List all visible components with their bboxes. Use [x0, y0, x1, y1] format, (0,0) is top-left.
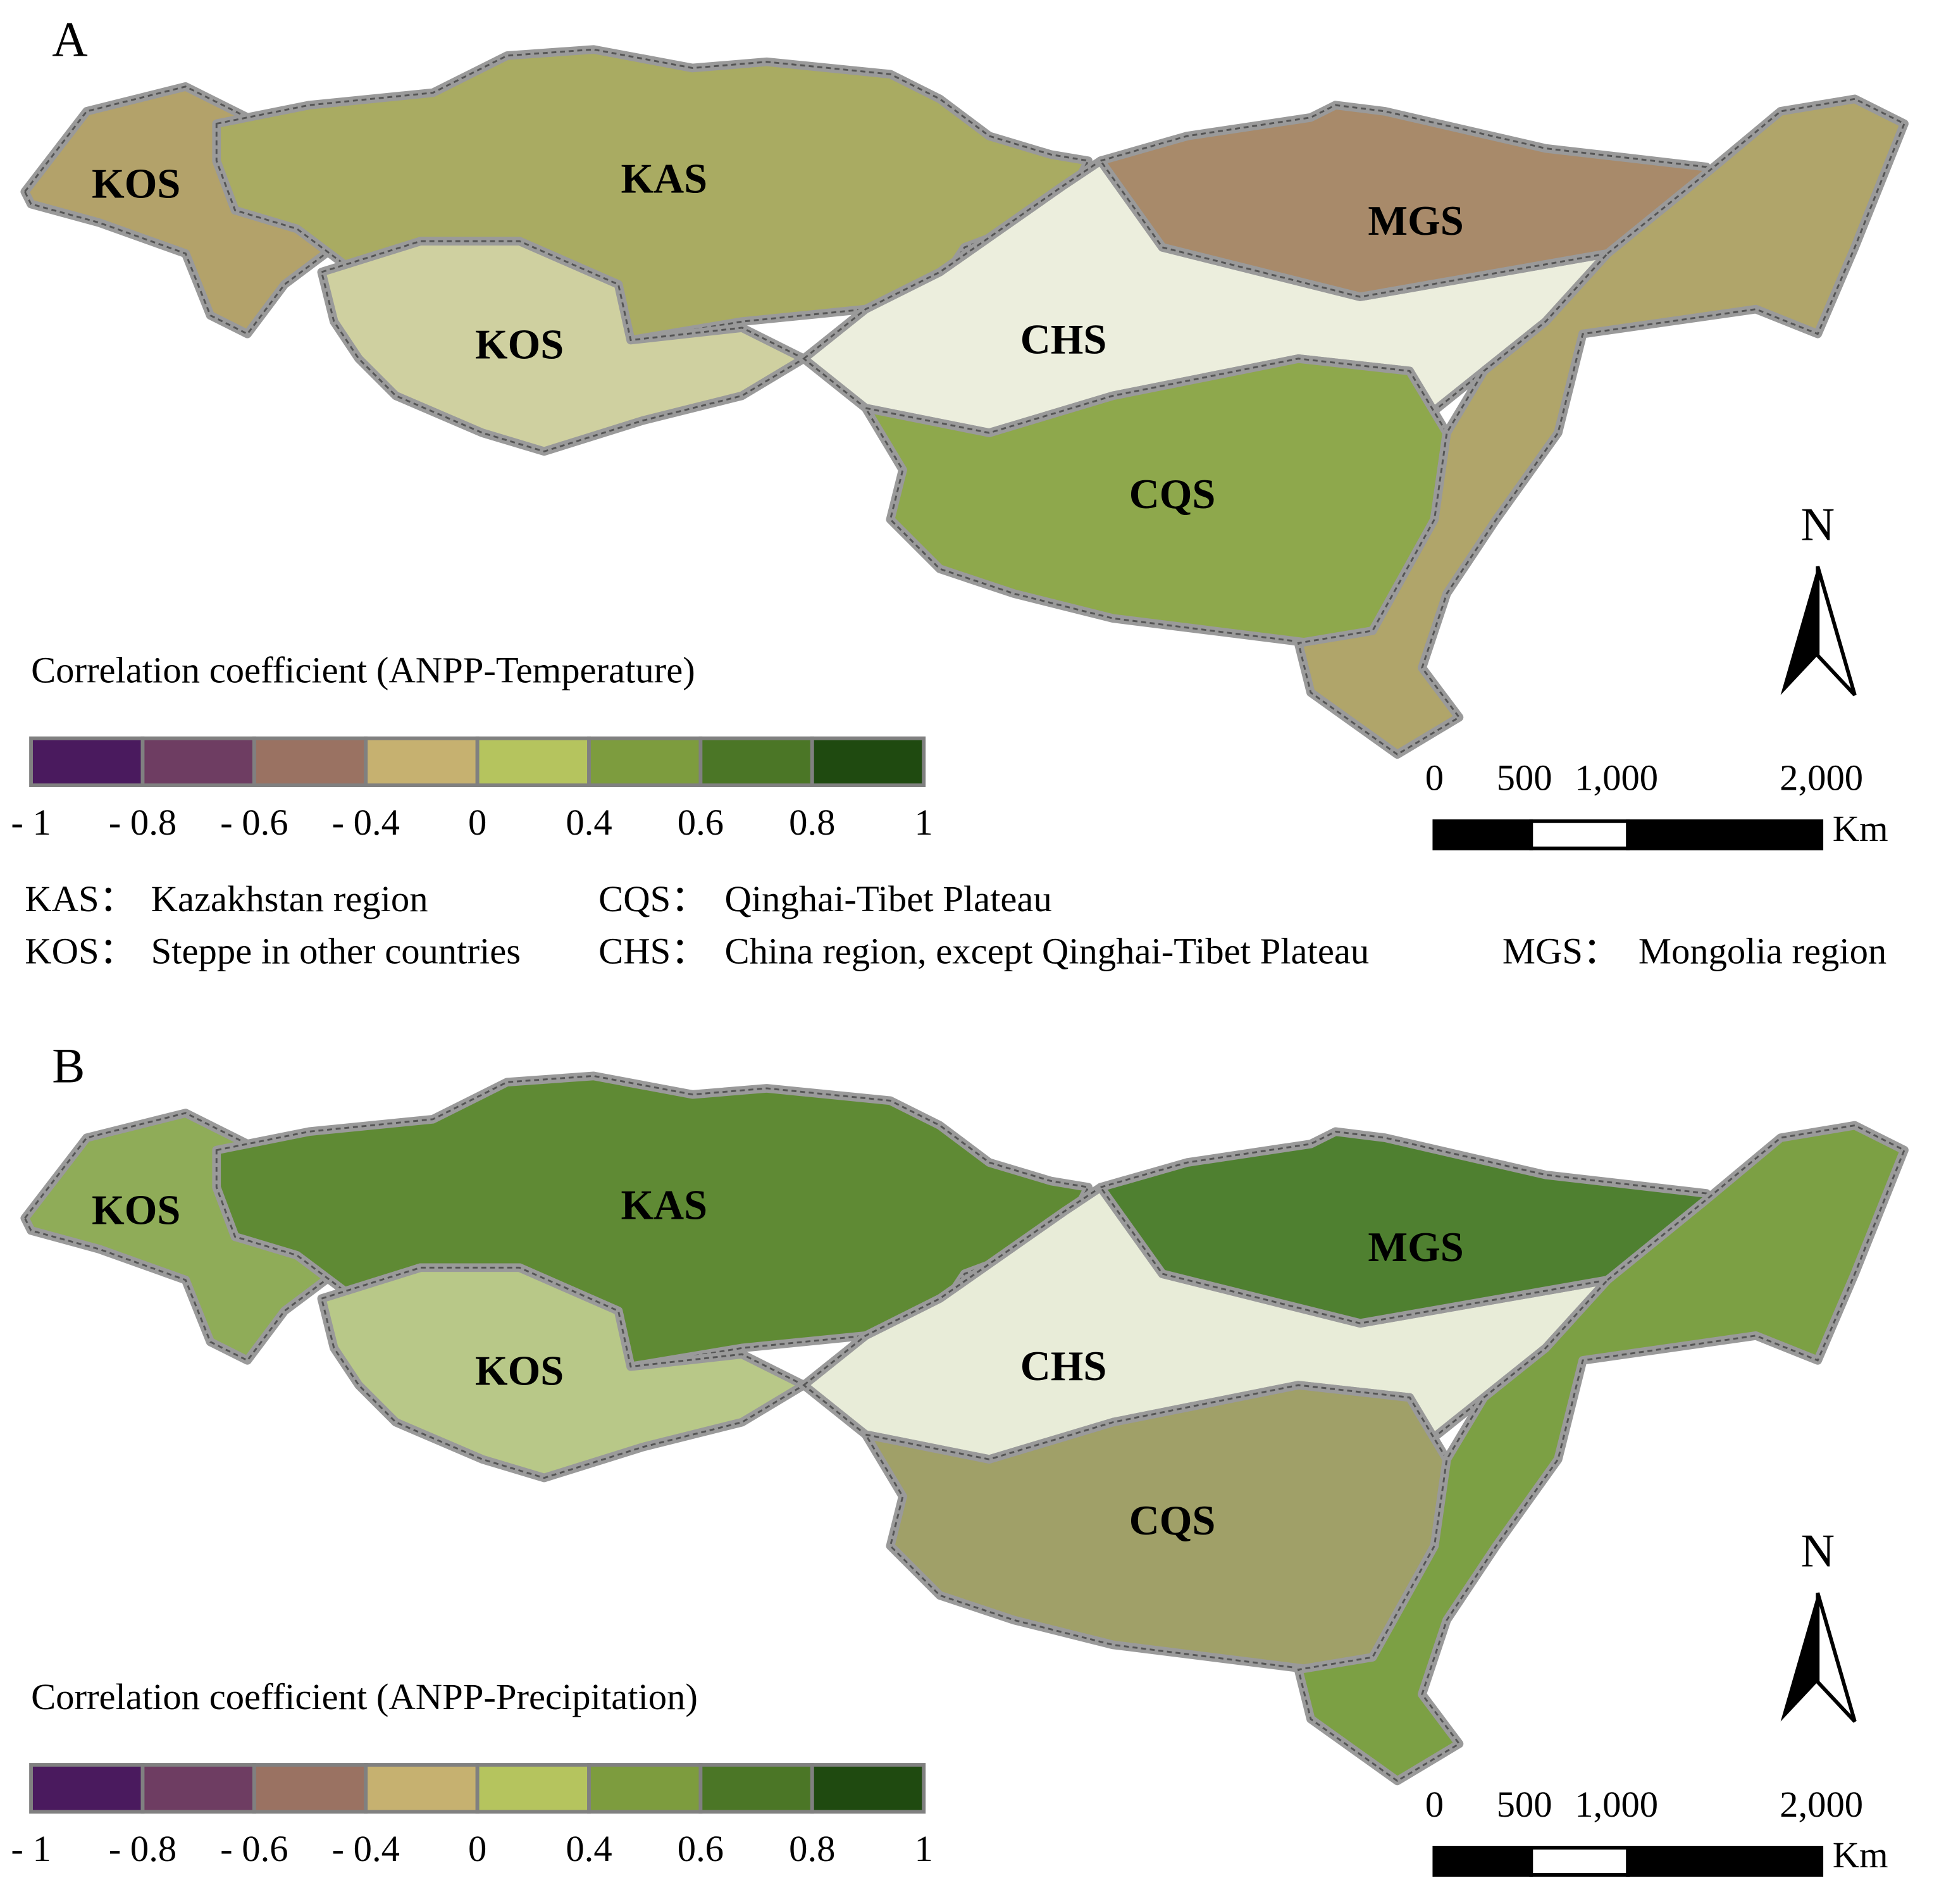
scale-segment — [1432, 819, 1533, 850]
scale-segment — [1626, 819, 1824, 850]
color-swatch — [475, 1763, 591, 1814]
scale-unit: Km — [1833, 808, 1888, 849]
north-arrow-left — [1780, 1593, 1818, 1722]
region-label: MGS — [1368, 1224, 1463, 1271]
region-label: KAS — [621, 156, 707, 202]
legend-tick-label: 0.4 — [566, 802, 612, 843]
north-label: N — [1800, 499, 1835, 551]
color-swatch — [698, 736, 814, 788]
legend-tick-label: 0.8 — [789, 1828, 835, 1869]
legend-tick-label: 0 — [468, 1828, 486, 1869]
scale-segment — [1529, 819, 1630, 850]
color-swatch — [364, 736, 480, 788]
region-outline-inner — [1099, 104, 1758, 298]
legend-tick-label: - 0.6 — [220, 1828, 288, 1869]
north-label: N — [1800, 1526, 1835, 1577]
north-arrow-right — [1816, 566, 1857, 697]
region-label: KOS — [92, 161, 180, 207]
color-swatch — [698, 1763, 814, 1814]
region-outline-inner — [1297, 1124, 1905, 1783]
color-swatch — [140, 1763, 256, 1814]
key-abbr: KOS： — [25, 930, 136, 971]
region-outline-inner — [1099, 1130, 1758, 1324]
color-swatch — [587, 736, 703, 788]
key-abbr: CHS： — [598, 930, 708, 971]
color-swatch — [810, 736, 926, 788]
color-swatch — [587, 1763, 703, 1814]
scale-tick-label: 0 — [1425, 757, 1444, 799]
legend-tick-label: - 0.6 — [220, 802, 288, 843]
legend-tick-label: - 0.4 — [332, 1828, 400, 1869]
region-label: MGS — [1368, 198, 1463, 244]
key-text: Kazakhstan region — [151, 878, 428, 919]
scale-tick-label: 500 — [1497, 757, 1552, 799]
color-swatch — [29, 736, 145, 788]
region-label: KOS — [475, 321, 564, 368]
region-outline-inner — [1297, 97, 1905, 756]
legend-title: Correlation coefficient (ANPP-Precipitat… — [31, 1676, 698, 1717]
scale-tick-label: 500 — [1497, 1784, 1552, 1825]
legend-tick-label: 0 — [468, 802, 486, 843]
key-text: Mongolia region — [1639, 930, 1886, 971]
scale-segment — [1529, 1846, 1630, 1877]
region-label: KOS — [475, 1348, 564, 1395]
color-swatch — [475, 736, 591, 788]
legend-tick-label: 1 — [915, 802, 933, 843]
region-label: CHS — [1020, 1343, 1107, 1390]
panel: B KOS KAS KOS CHS CQS MGS Correlation coefficie… — [11, 1038, 1909, 1877]
legend-tick-label: 0.8 — [789, 802, 835, 843]
scale-tick-label: 2,000 — [1780, 1784, 1863, 1825]
scale-segment — [1432, 1846, 1533, 1877]
region-label: CHS — [1020, 317, 1107, 363]
panel-label: B — [52, 1038, 85, 1093]
color-swatch — [140, 736, 256, 788]
north-arrow-right — [1816, 1592, 1857, 1723]
north-arrow-left — [1780, 566, 1818, 695]
legend-tick-label: - 1 — [11, 1828, 51, 1869]
region-outline-inner — [320, 1266, 806, 1479]
region-label: KAS — [621, 1183, 707, 1229]
region-label: CQS — [1129, 1498, 1216, 1544]
color-swatch — [252, 736, 368, 788]
key-text: China region, except Qinghai-Tibet Plate… — [725, 930, 1370, 971]
key-abbr: CQS： — [598, 878, 708, 919]
legend-tick-label: 0.6 — [678, 802, 724, 843]
scale-tick-label: 1,000 — [1575, 1784, 1658, 1825]
legend-tick-label: - 0.8 — [109, 802, 177, 843]
scale-tick-label: 1,000 — [1575, 757, 1658, 799]
region-outline-inner — [802, 1186, 1610, 1460]
legend-tick-label: 0.4 — [566, 1828, 612, 1869]
legend-tick-label: - 0.8 — [109, 1828, 177, 1869]
key-text: Steppe in other countries — [151, 930, 521, 971]
color-swatch — [810, 1763, 926, 1814]
region-outline-inner — [802, 159, 1610, 434]
scale-unit: Km — [1833, 1834, 1888, 1876]
scale-segment — [1626, 1846, 1824, 1877]
scale-tick-label: 2,000 — [1780, 757, 1863, 799]
legend-tick-label: 1 — [915, 1828, 933, 1869]
region-label: CQS — [1129, 471, 1216, 518]
legend-tick-label: - 0.4 — [332, 802, 400, 843]
key-abbr: KAS： — [25, 878, 136, 919]
color-swatch — [364, 1763, 480, 1814]
key-text: Qinghai-Tibet Plateau — [725, 878, 1052, 919]
scale-tick-label: 0 — [1425, 1784, 1444, 1825]
panel: A KOS KAS KOS CHS CQS MGS Correlation coefficie… — [11, 11, 1909, 850]
region-label: KOS — [92, 1188, 180, 1234]
legend-tick-label: 0.6 — [678, 1828, 724, 1869]
color-swatch — [252, 1763, 368, 1814]
legend-tick-label: - 1 — [11, 802, 51, 843]
panel-label: A — [52, 11, 87, 66]
color-swatch — [29, 1763, 145, 1814]
key-abbr: MGS： — [1502, 930, 1620, 971]
region-outline-inner — [320, 240, 806, 452]
legend-title: Correlation coefficient (ANPP-Temperatur… — [31, 650, 695, 691]
